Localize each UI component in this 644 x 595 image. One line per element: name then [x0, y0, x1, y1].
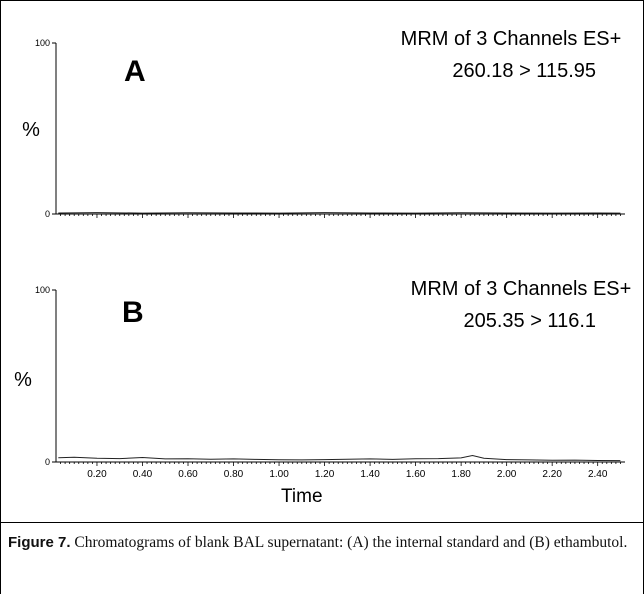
panel-a-title: MRM of 3 Channels ES+ [401, 28, 622, 50]
caption-box: Figure 7. Chromatograms of blank BAL sup… [1, 522, 644, 595]
figure-caption: Figure 7. Chromatograms of blank BAL sup… [8, 532, 638, 554]
caption-label: Figure 7. [8, 534, 71, 551]
panel-a-series-line [58, 212, 621, 214]
chart-area: 100 0% A MRM of 3 Channels ES+ 260.18 > 115.… [14, 28, 631, 507]
panel-b-x-tick-label: 0.60 [178, 469, 198, 480]
panel-a-subtitle: 260.18 > 115.95 [452, 60, 596, 82]
panel-b-x-tick-label: 2.00 [497, 469, 517, 480]
panel-b: 100 0 0.20 0.40 0.60 0.80 1.00 1.20 1.40 1.60 1.80… [14, 278, 631, 507]
panel-b-series-line [58, 454, 621, 462]
panel-a: 100 0% A MRM of 3 Channels ES+ 260.18 > 115.… [22, 28, 625, 219]
panel-b-x-tick-label: 1.60 [406, 469, 426, 480]
panel-b-y-tick-label: 0 [45, 457, 50, 467]
panel-b-title: MRM of 3 Channels ES+ [411, 278, 632, 300]
panel-b-y-label: % [14, 369, 32, 391]
panel-a-y-tick-label: 100 [35, 38, 50, 48]
panel-b-x-tick-label: 2.20 [542, 469, 562, 480]
caption-text: Chromatograms of blank BAL supernatant: … [70, 534, 628, 551]
panel-b-x-label: Time [281, 486, 323, 507]
panel-b-x-tick-label: 2.40 [588, 469, 608, 480]
panel-b-subtitle: 205.35 > 116.1 [463, 310, 596, 332]
panel-b-label: B [122, 296, 144, 329]
panel-b-x-tick-label: 0.80 [224, 469, 244, 480]
panel-b-x-tick-label: 0.40 [133, 469, 153, 480]
panel-b-x-tick-label: 1.20 [315, 469, 335, 480]
panel-a-y-label: % [22, 119, 40, 141]
panel-b-x-tick-label: 1.80 [451, 469, 471, 480]
panel-b-x-tick-label: 1.40 [360, 469, 380, 480]
panel-b-x-tick-label: 1.00 [269, 469, 289, 480]
panel-a-y-tick-label: 0 [45, 209, 50, 219]
panel-b-y-tick-label: 100 [35, 285, 50, 295]
panel-b-x-tick-label: 0.20 [87, 469, 107, 480]
panel-a-label: A [124, 55, 146, 88]
